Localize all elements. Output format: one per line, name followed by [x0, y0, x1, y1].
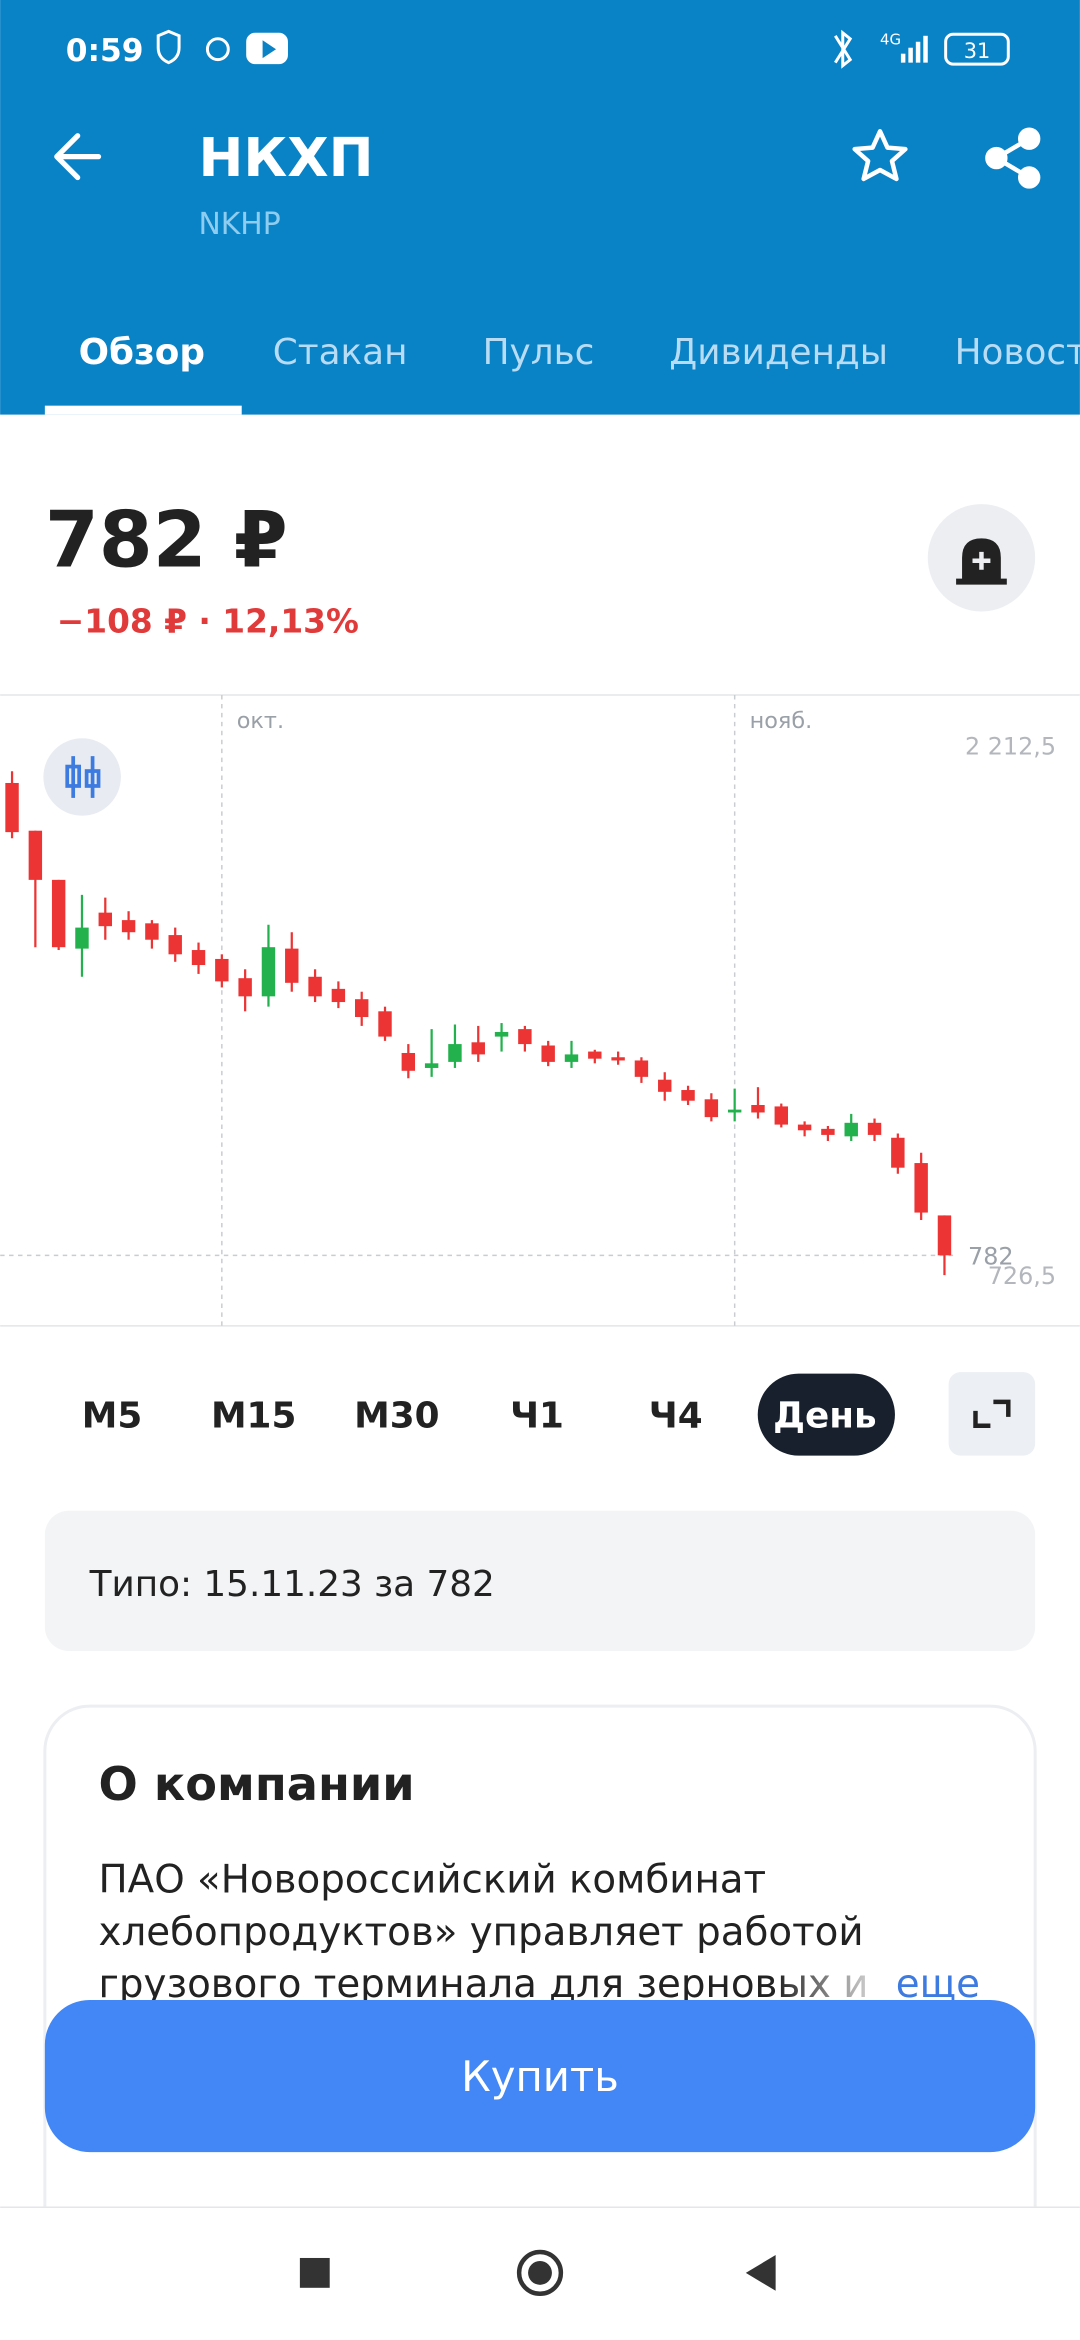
- tab[interactable]: Пульс: [483, 332, 595, 373]
- interval[interactable]: M5: [82, 1395, 143, 1436]
- candle-body: [937, 1215, 952, 1256]
- price-line-label: 782: [968, 1242, 1014, 1270]
- candle-body: [238, 978, 252, 997]
- candle-body: [28, 830, 43, 880]
- candle-body: [844, 1122, 858, 1137]
- text-fade: [775, 1953, 895, 1999]
- signal-icon: [900, 35, 928, 63]
- candle-body: [891, 1137, 905, 1168]
- alert-button[interactable]: [927, 504, 1036, 612]
- candle-body: [681, 1090, 695, 1101]
- about-line: хлебопродуктов» управляет работой: [99, 1910, 864, 1955]
- tab[interactable]: Обзор: [79, 332, 205, 373]
- candle-body: [727, 1109, 742, 1113]
- nav-back[interactable]: [745, 2254, 776, 2291]
- interval[interactable]: День: [773, 1395, 876, 1436]
- intervals: M5 M15 M30 Ч1 Ч4 День: [82, 1395, 877, 1436]
- x-tick-label: окт.: [237, 708, 284, 734]
- price: 782 ₽: [45, 496, 288, 586]
- price-change: −108 ₽ · 12,13%: [57, 602, 359, 640]
- nav-home[interactable]: [516, 2249, 564, 2297]
- x-tick-label: нояб.: [750, 708, 813, 734]
- y-tick-label: 726,5: [988, 1262, 1056, 1290]
- candle-body: [658, 1079, 672, 1092]
- buy-button[interactable]: [44, 1999, 1036, 2153]
- candle-body: [751, 1104, 765, 1113]
- candle-body: [448, 1044, 462, 1062]
- candle-body: [75, 927, 89, 949]
- about-text: ПАО «Новороссийский комбинат хлебопродукт…: [99, 1858, 869, 2007]
- candle-body: [471, 1042, 485, 1055]
- tab[interactable]: Новости: [955, 332, 1080, 373]
- candle-body: [518, 1029, 532, 1045]
- candle-body: [611, 1057, 625, 1061]
- candle-body: [541, 1045, 555, 1062]
- candle-body: [121, 920, 136, 933]
- interval[interactable]: M30: [354, 1395, 439, 1436]
- candle-body: [914, 1163, 928, 1213]
- candle-body: [308, 976, 322, 997]
- status-battery: 31: [964, 39, 991, 63]
- about-line: ПАО «Новороссийский комбинат: [99, 1858, 767, 1903]
- status-network: 4G: [880, 31, 901, 49]
- candle-body: [634, 1060, 649, 1077]
- candle-body: [494, 1031, 509, 1037]
- candle-body: [774, 1106, 789, 1125]
- candle-body: [704, 1099, 719, 1118]
- candle-body: [51, 879, 66, 948]
- candle-body: [354, 999, 369, 1018]
- buy-label: Купить: [461, 2052, 619, 2101]
- candle-body: [191, 950, 206, 966]
- candle-body: [821, 1128, 835, 1135]
- status-time: 0:59: [66, 33, 144, 69]
- back-button[interactable]: [54, 133, 102, 181]
- tab-indicator: [44, 405, 242, 415]
- favorite-button[interactable]: [852, 129, 908, 182]
- nav-recent[interactable]: [299, 2257, 330, 2288]
- candle-body: [5, 782, 19, 833]
- interval-active-bg: [757, 1373, 895, 1456]
- candle-body: [215, 958, 229, 982]
- header-ticker: NKHP: [198, 207, 280, 242]
- candle-body: [797, 1124, 812, 1131]
- candle-body: [378, 1011, 392, 1037]
- note-text: Типо: 15.11.23 за 782: [89, 1564, 495, 1605]
- candle-body: [145, 923, 159, 940]
- interval[interactable]: Ч4: [649, 1395, 703, 1436]
- about-title: О компании: [99, 1757, 415, 1811]
- share-button[interactable]: [985, 127, 1041, 189]
- chart-type-button[interactable]: [43, 738, 121, 816]
- interval[interactable]: Ч1: [510, 1395, 564, 1436]
- candle-body: [331, 988, 346, 1003]
- fullscreen-button[interactable]: [948, 1372, 1036, 1456]
- about-more[interactable]: еще: [896, 1962, 980, 2007]
- interval[interactable]: M15: [211, 1395, 296, 1436]
- candle-body: [588, 1051, 602, 1059]
- tab[interactable]: Стакан: [273, 332, 408, 373]
- about-line: грузового терминала для зерновых и: [99, 1962, 869, 2007]
- youtube-icon: [262, 40, 277, 59]
- candle-body: [98, 912, 112, 927]
- y-tick-label: 2 212,5: [965, 733, 1056, 761]
- candle-body: [867, 1122, 882, 1135]
- candle-body: [168, 935, 182, 955]
- header-title: НКХП: [198, 126, 373, 189]
- candle-body: [285, 948, 299, 983]
- nav-home-dot: [528, 2260, 552, 2285]
- tabs: Обзор Стакан Пульс Дивиденды Новости: [79, 332, 1080, 373]
- candle-body: [424, 1063, 439, 1068]
- candle-body: [401, 1052, 416, 1071]
- header-bg: [0, 0, 1080, 415]
- tab[interactable]: Дивиденды: [669, 332, 888, 373]
- candle-body: [261, 947, 276, 997]
- note-box: [44, 1510, 1036, 1651]
- candle-body: [564, 1054, 579, 1062]
